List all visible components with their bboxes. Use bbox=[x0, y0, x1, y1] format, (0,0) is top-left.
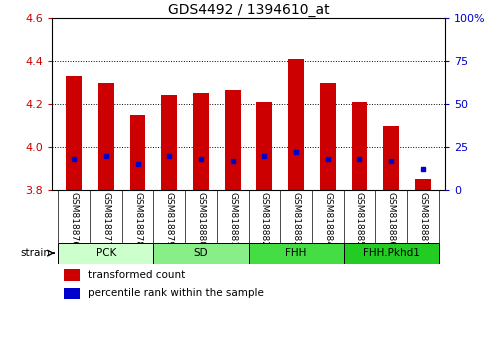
Text: GSM818886: GSM818886 bbox=[387, 192, 395, 247]
Bar bbox=[130, 115, 145, 190]
Bar bbox=[352, 102, 367, 190]
Title: GDS4492 / 1394610_at: GDS4492 / 1394610_at bbox=[168, 3, 329, 17]
Bar bbox=[320, 82, 336, 190]
Bar bbox=[193, 93, 209, 190]
Bar bbox=[248, 242, 344, 264]
Text: GSM818882: GSM818882 bbox=[260, 192, 269, 246]
Bar bbox=[98, 82, 114, 190]
Text: GSM818876: GSM818876 bbox=[70, 192, 79, 247]
Text: GSM818877: GSM818877 bbox=[102, 192, 110, 247]
Bar bbox=[161, 96, 177, 190]
Bar bbox=[58, 242, 153, 264]
Text: FHH.Pkhd1: FHH.Pkhd1 bbox=[363, 248, 420, 258]
Text: FHH: FHH bbox=[285, 248, 307, 258]
Bar bbox=[153, 242, 248, 264]
Text: strain: strain bbox=[20, 248, 50, 258]
Bar bbox=[64, 288, 80, 299]
Bar bbox=[256, 102, 272, 190]
Text: SD: SD bbox=[194, 248, 208, 258]
Text: GSM818885: GSM818885 bbox=[355, 192, 364, 247]
Text: GSM818887: GSM818887 bbox=[419, 192, 427, 247]
Text: GSM818880: GSM818880 bbox=[196, 192, 206, 247]
Bar bbox=[225, 90, 241, 190]
Text: GSM818881: GSM818881 bbox=[228, 192, 237, 247]
Text: GSM818884: GSM818884 bbox=[323, 192, 332, 246]
Text: percentile rank within the sample: percentile rank within the sample bbox=[88, 289, 264, 298]
Text: GSM818879: GSM818879 bbox=[165, 192, 174, 247]
Text: PCK: PCK bbox=[96, 248, 116, 258]
Bar bbox=[288, 59, 304, 190]
Text: transformed count: transformed count bbox=[88, 270, 185, 280]
Text: GSM818878: GSM818878 bbox=[133, 192, 142, 247]
Text: GSM818883: GSM818883 bbox=[291, 192, 301, 247]
Bar bbox=[344, 242, 439, 264]
Bar bbox=[383, 126, 399, 190]
Bar bbox=[64, 269, 80, 281]
Bar bbox=[415, 179, 431, 190]
Bar bbox=[66, 76, 82, 190]
